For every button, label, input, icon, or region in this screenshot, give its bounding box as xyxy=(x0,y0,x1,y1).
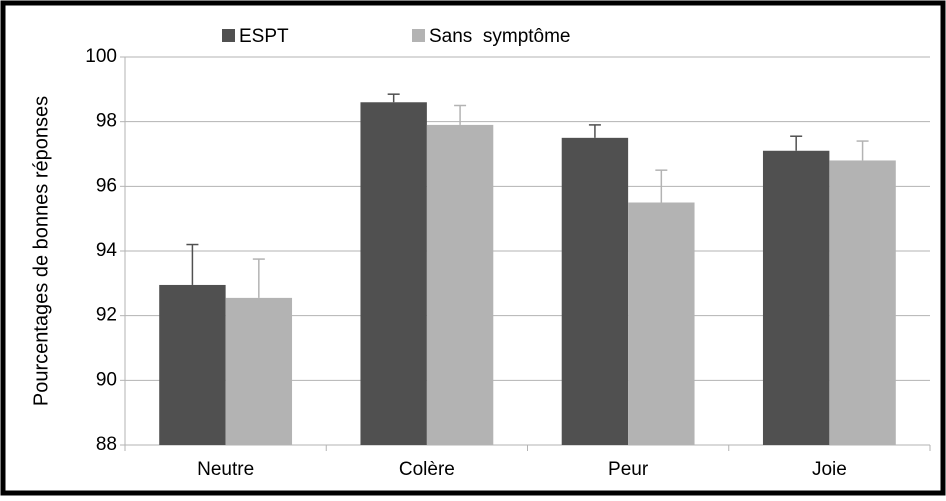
y-tick-label: 98 xyxy=(96,111,117,132)
y-tick-label: 88 xyxy=(96,434,117,455)
x-tick-label: Peur xyxy=(608,459,649,480)
x-tick-label: Joie xyxy=(812,459,847,480)
bar xyxy=(628,202,695,445)
y-tick-label: 90 xyxy=(96,369,117,390)
bar xyxy=(426,124,494,446)
x-tick-label: Neutre xyxy=(197,459,254,480)
bar xyxy=(762,150,830,445)
legend-label: ESPT xyxy=(239,26,289,47)
y-tick-label: 96 xyxy=(96,175,117,196)
bar xyxy=(829,160,896,445)
y-tick-label: 92 xyxy=(96,305,117,326)
legend-label: Sans symptôme xyxy=(429,26,571,47)
y-axis-label: Pourcentages de bonnes réponses xyxy=(30,96,52,406)
y-tick-label: 94 xyxy=(96,240,118,261)
bar xyxy=(225,297,293,445)
y-tick-label: 100 xyxy=(85,46,117,67)
legend-swatch xyxy=(222,29,235,42)
bar xyxy=(360,102,427,446)
x-tick-label: Colère xyxy=(399,459,455,480)
bar xyxy=(159,284,226,445)
legend-swatch xyxy=(412,29,425,42)
bar xyxy=(561,137,629,446)
